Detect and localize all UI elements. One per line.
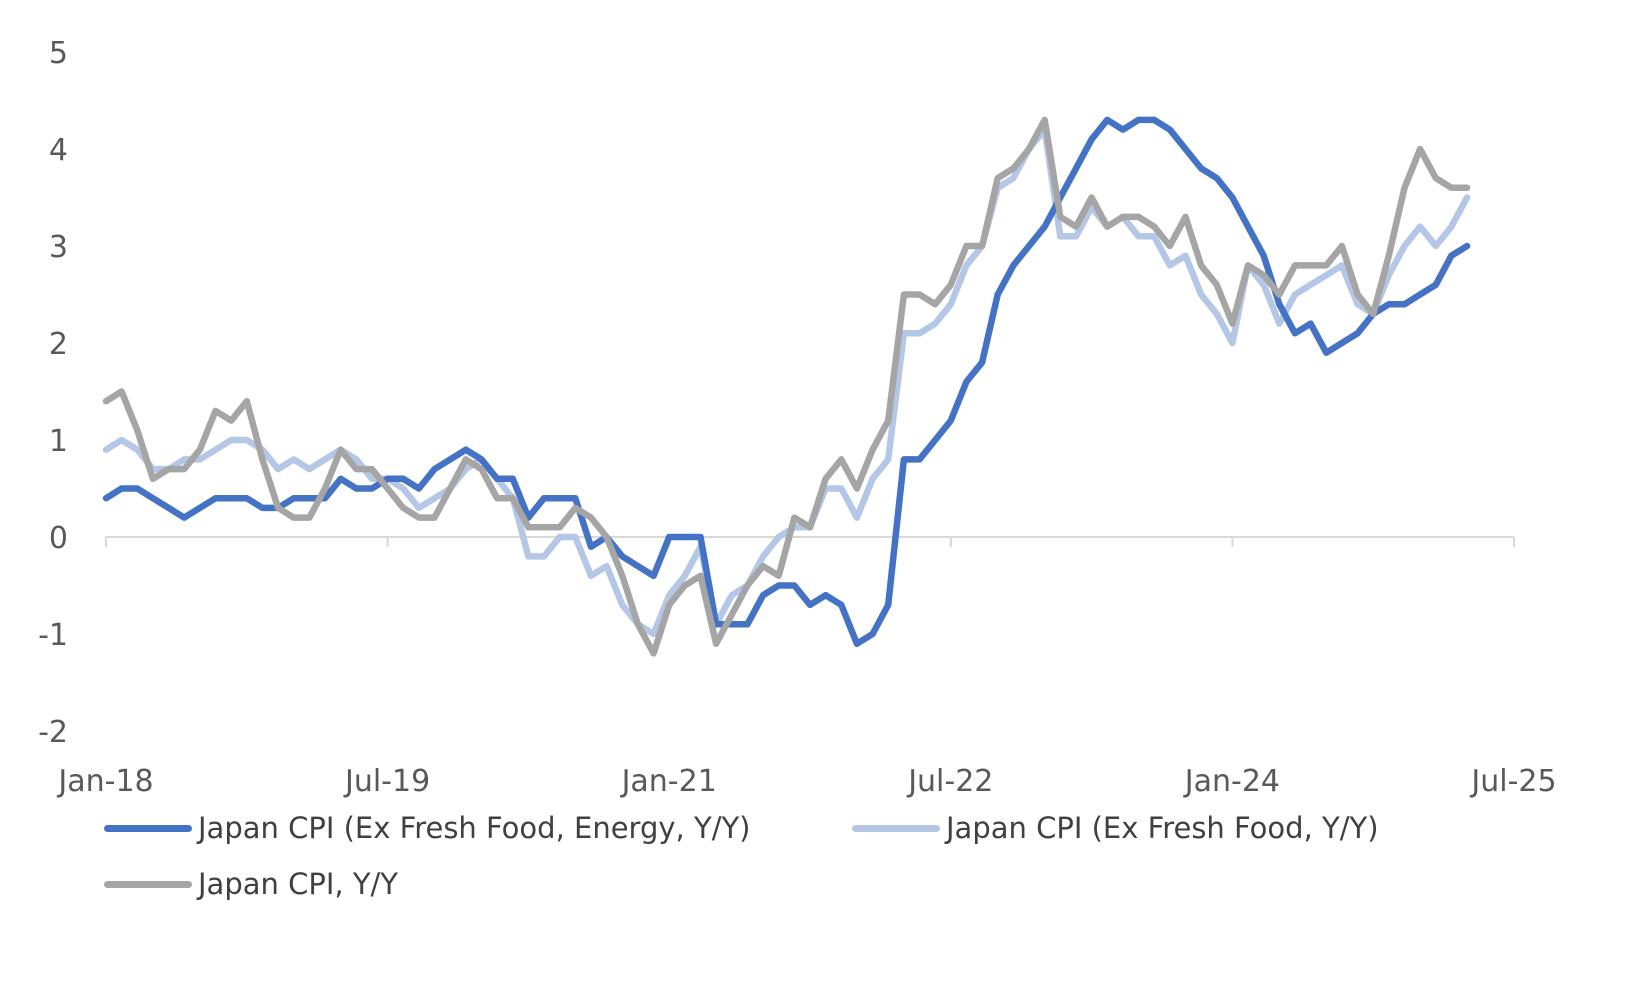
legend-label: Japan CPI (Ex Fresh Food, Energy, Y/Y) — [198, 811, 751, 845]
legend-item-headline: Japan CPI, Y/Y — [104, 867, 398, 901]
y-tick-label: 2 — [49, 327, 68, 362]
y-tick-label: -1 — [38, 618, 68, 653]
y-tick-label: 5 — [49, 36, 68, 71]
x-tick-label: Jan-21 — [620, 764, 717, 799]
legend-swatch — [104, 880, 192, 888]
legend-swatch — [852, 824, 940, 832]
series-line-2 — [102, 116, 1471, 657]
y-tick-label: 1 — [49, 424, 68, 459]
x-tick-label: Jul-19 — [343, 764, 430, 799]
y-tick-label: 3 — [49, 230, 68, 265]
y-tick-label: -2 — [38, 715, 68, 750]
legend-item-core-core: Japan CPI (Ex Fresh Food, Energy, Y/Y) — [104, 811, 751, 845]
x-tick-label: Jul-25 — [1469, 764, 1556, 799]
x-tick-label: Jan-24 — [1183, 764, 1280, 799]
y-tick-label: 4 — [49, 133, 68, 168]
legend-label: Japan CPI, Y/Y — [198, 867, 399, 901]
series-line-1 — [102, 116, 1471, 647]
y-tick-label: 0 — [49, 521, 68, 556]
legend-item-core: Japan CPI (Ex Fresh Food, Y/Y) — [852, 811, 1379, 845]
legend-swatch — [104, 824, 192, 832]
legend-label: Japan CPI (Ex Fresh Food, Y/Y) — [946, 811, 1379, 845]
x-tick-label: Jul-22 — [906, 764, 993, 799]
x-tick-label: Jan-18 — [56, 764, 153, 799]
